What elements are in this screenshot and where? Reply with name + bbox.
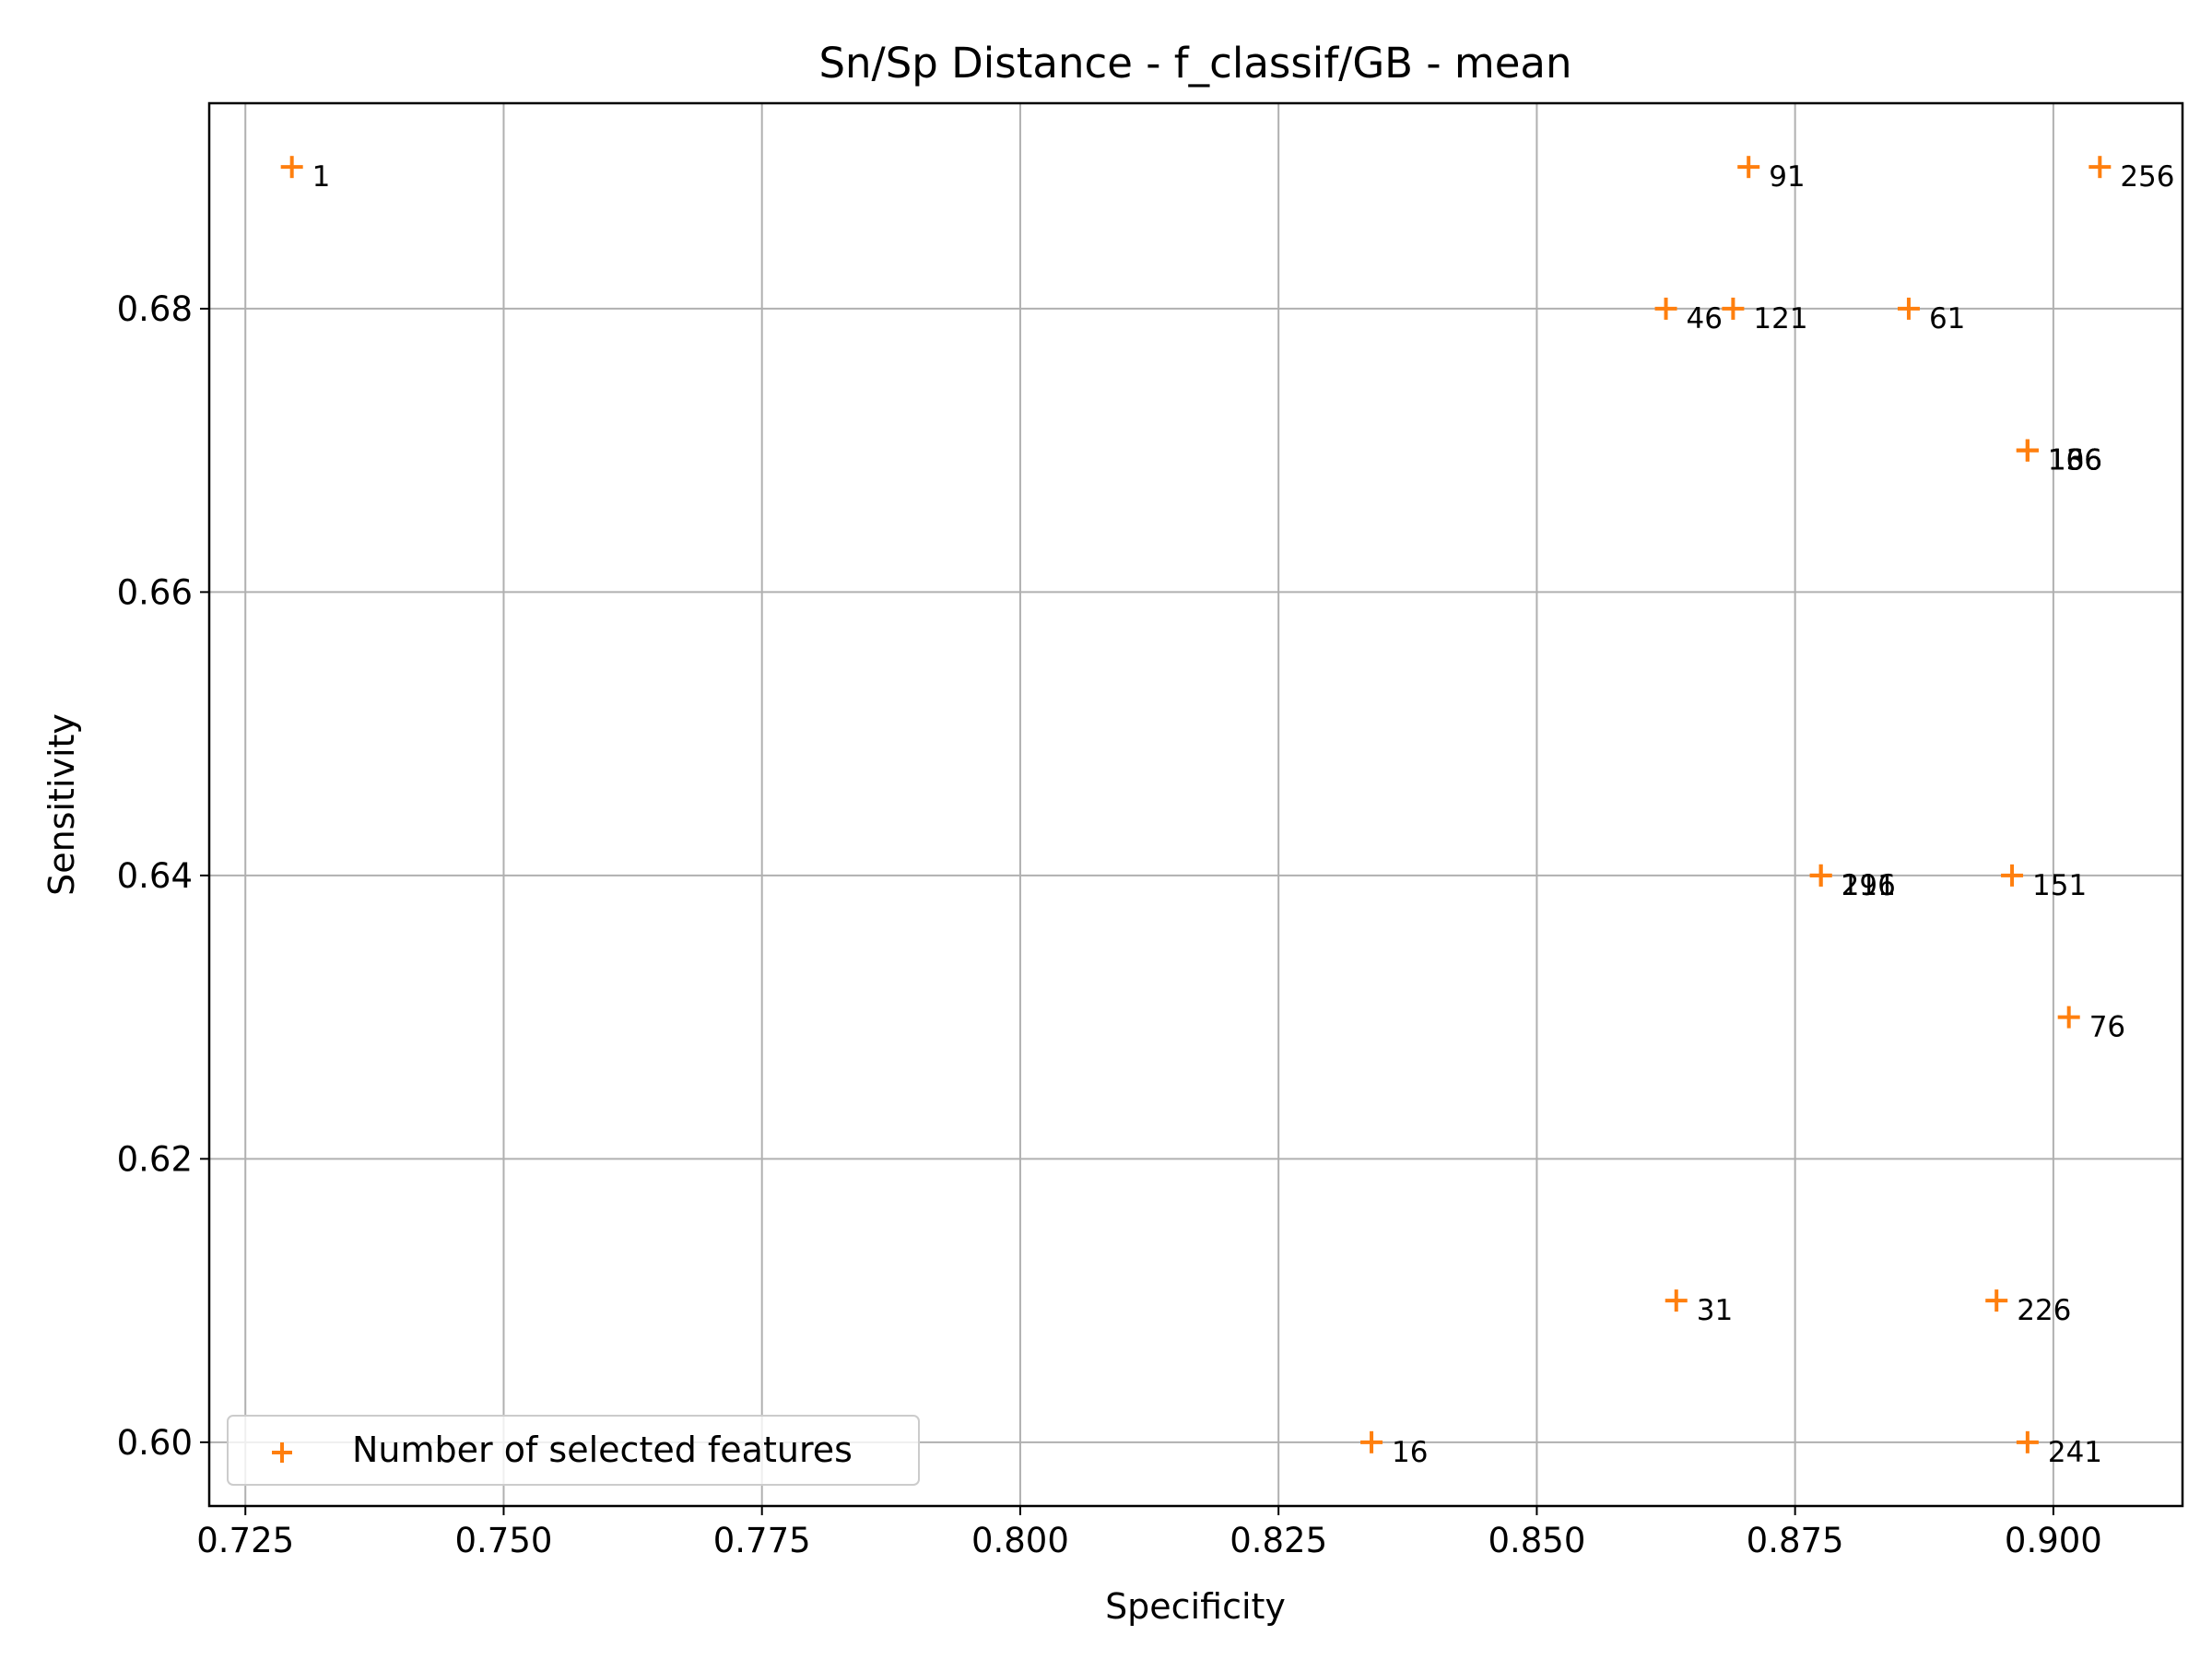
y-tick-label: 0.64 xyxy=(117,856,193,896)
point-label: 136 xyxy=(2048,444,2102,477)
data-point: 166 xyxy=(2016,439,2102,477)
grid xyxy=(209,103,2183,1506)
legend-marker xyxy=(272,1442,292,1463)
point-label: 16 xyxy=(1392,1436,1428,1469)
point-label: 241 xyxy=(2048,1436,2102,1469)
x-tick-label: 0.900 xyxy=(2005,1521,2102,1560)
point-label: 166 xyxy=(2048,444,2102,477)
y-tick-label: 0.60 xyxy=(117,1423,193,1463)
x-tick-label: 0.725 xyxy=(196,1521,294,1560)
x-tick-label: 0.850 xyxy=(1488,1521,1585,1560)
y-axis-label: Sensitivity xyxy=(41,713,82,896)
point-label: 46 xyxy=(1687,302,1723,335)
point-label: 61 xyxy=(1929,302,1965,335)
x-tick-label: 0.825 xyxy=(1230,1521,1327,1560)
data-point: 31 xyxy=(1665,1289,1733,1327)
x-tick-label: 0.800 xyxy=(971,1521,1069,1560)
point-label: 196 xyxy=(1841,869,1896,902)
data-point: 46 xyxy=(1654,297,1723,335)
point-label: 226 xyxy=(2017,1294,2071,1327)
data-point: 76 xyxy=(2057,1006,2125,1044)
x-axis-ticks: 0.725 0.750 0.775 0.800 0.825 0.850 0.875 0.900 xyxy=(196,1506,2102,1560)
x-tick-label: 0.775 xyxy=(713,1521,811,1560)
plot-frame xyxy=(207,101,2184,1508)
x-axis-label: Specificity xyxy=(1105,1586,1286,1627)
data-point: 61 xyxy=(1897,297,1965,335)
legend: Number of selected features xyxy=(227,1415,920,1486)
x-tick-label: 0.750 xyxy=(454,1521,552,1560)
data-point: 211 xyxy=(1809,864,1896,902)
legend-box xyxy=(227,1415,920,1486)
x-tick-label: 0.875 xyxy=(1747,1521,1844,1560)
point-label: 211 xyxy=(1841,869,1896,902)
y-tick-label: 0.62 xyxy=(117,1139,193,1179)
point-label: 91 xyxy=(1769,160,1805,194)
point-label: 106 xyxy=(2048,444,2102,477)
point-label: 151 xyxy=(2032,869,2087,902)
data-point: 241 xyxy=(2016,1430,2102,1469)
y-tick-label: 0.66 xyxy=(117,572,193,612)
data-point: 1 xyxy=(280,156,331,194)
point-label: 31 xyxy=(1697,1294,1733,1327)
data-point: 121 xyxy=(1722,297,1808,335)
data-point: 151 xyxy=(2001,864,2087,902)
data-point: 256 xyxy=(2088,156,2174,194)
y-tick-label: 0.68 xyxy=(117,289,193,329)
legend-label: Number of selected features xyxy=(352,1430,853,1470)
point-label: 121 xyxy=(1753,302,1807,335)
point-label: 1 xyxy=(312,160,331,194)
chart-title: Sn/Sp Distance - f_classif/GB - mean xyxy=(818,39,1571,88)
point-label: 76 xyxy=(2089,1011,2125,1044)
y-axis-ticks: 0.60 0.62 0.64 0.66 0.68 xyxy=(117,289,209,1463)
data-point: 91 xyxy=(1737,156,1806,194)
data-point: 226 xyxy=(1985,1289,2071,1327)
point-label: 256 xyxy=(2120,160,2174,194)
data-point: 16 xyxy=(1360,1430,1429,1469)
